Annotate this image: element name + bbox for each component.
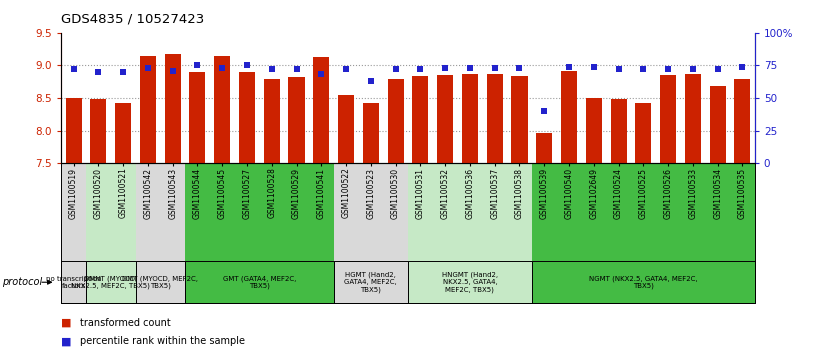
Text: HNGMT (Hand2,
NKX2.5, GATA4,
MEF2C, TBX5): HNGMT (Hand2, NKX2.5, GATA4, MEF2C, TBX5…: [442, 272, 498, 293]
Bar: [561, 70, 577, 163]
Bar: [388, 79, 404, 163]
Text: DMT (MYOCD, MEF2C,
TBX5): DMT (MYOCD, MEF2C, TBX5): [122, 275, 198, 289]
Text: transformed count: transformed count: [80, 318, 171, 328]
Bar: [313, 57, 330, 163]
Text: HGMT (Hand2,
GATA4, MEF2C,
TBX5): HGMT (Hand2, GATA4, MEF2C, TBX5): [344, 272, 397, 293]
Bar: [636, 103, 651, 163]
Bar: [586, 98, 602, 163]
Text: NGMT (NKX2.5, GATA4, MEF2C,
TBX5): NGMT (NKX2.5, GATA4, MEF2C, TBX5): [589, 275, 698, 289]
Bar: [239, 72, 255, 163]
Bar: [363, 103, 379, 163]
Bar: [91, 99, 106, 163]
Bar: [65, 98, 82, 163]
Bar: [140, 56, 156, 163]
Bar: [486, 74, 503, 163]
Bar: [338, 95, 354, 163]
Text: protocol: protocol: [2, 277, 42, 287]
Bar: [412, 77, 428, 163]
Text: ■: ■: [61, 318, 72, 328]
Text: no transcription
factors: no transcription factors: [46, 276, 101, 289]
Bar: [610, 99, 627, 163]
Bar: [660, 75, 676, 163]
Text: DMNT (MYOCD,
NKX2.5, MEF2C, TBX5): DMNT (MYOCD, NKX2.5, MEF2C, TBX5): [71, 275, 150, 289]
Bar: [710, 86, 725, 163]
Text: GDS4835 / 10527423: GDS4835 / 10527423: [61, 12, 205, 25]
Bar: [189, 72, 206, 163]
Text: percentile rank within the sample: percentile rank within the sample: [80, 336, 245, 346]
Bar: [264, 79, 280, 163]
Bar: [115, 103, 131, 163]
Text: GMT (GATA4, MEF2C,
TBX5): GMT (GATA4, MEF2C, TBX5): [223, 275, 296, 289]
Text: ■: ■: [61, 336, 72, 346]
Bar: [536, 132, 552, 163]
Bar: [214, 56, 230, 163]
Bar: [734, 79, 751, 163]
Bar: [165, 54, 180, 163]
Bar: [512, 76, 527, 163]
Bar: [685, 74, 701, 163]
Bar: [462, 74, 478, 163]
Bar: [289, 77, 304, 163]
Bar: [437, 75, 453, 163]
